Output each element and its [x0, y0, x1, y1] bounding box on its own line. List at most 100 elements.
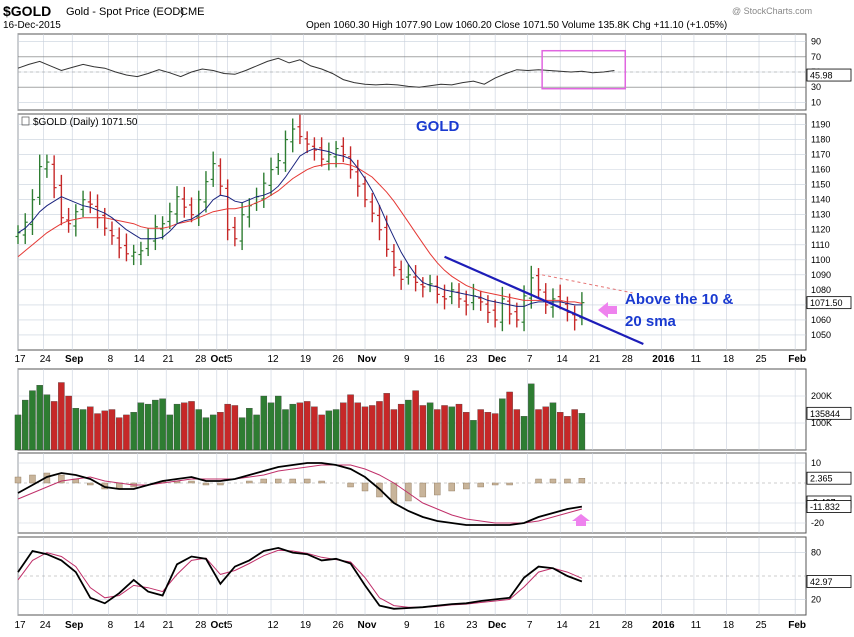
- volume-bar: [296, 402, 304, 451]
- x-tick-label-bottom: 2016: [652, 620, 675, 631]
- volume-bar: [65, 395, 72, 451]
- volume-bar: [311, 406, 318, 451]
- volume-bar: [376, 401, 383, 451]
- volume-bar: [36, 385, 43, 451]
- volume-bar: [217, 412, 224, 451]
- volume-bar: [383, 393, 390, 451]
- volume-bar: [542, 406, 549, 451]
- volume-bar: [470, 420, 477, 451]
- price-tick-label: 1120: [811, 225, 830, 235]
- volume-bar: [506, 391, 513, 451]
- x-tick-label: Sep: [65, 354, 83, 365]
- x-tick-label: 7: [527, 354, 533, 365]
- volume-bar: [520, 416, 528, 451]
- x-tick-label-bottom: 7: [527, 620, 533, 631]
- volume-bar: [22, 399, 29, 451]
- volume-bar: [571, 409, 578, 451]
- x-tick-label: 12: [267, 354, 279, 365]
- downtrend-line: [444, 255, 644, 345]
- rsi-last-value-box: [806, 68, 852, 82]
- x-tick-label: Dec: [488, 354, 507, 365]
- macd-line: [17, 462, 583, 526]
- x-tick-label-bottom: 9: [404, 620, 410, 631]
- x-tick-label: 26: [333, 354, 345, 365]
- macd-histogram-bar: [463, 482, 470, 490]
- price-tick-label: 1190: [811, 120, 830, 130]
- price-legend: $GOLD (Daily) 1071.50: [33, 117, 138, 128]
- volume-bar: [79, 409, 87, 451]
- sma-20-line: [17, 163, 583, 304]
- x-tick-label-bottom: 18: [723, 620, 735, 631]
- volume-bar: [412, 390, 419, 451]
- volume-bar: [50, 401, 58, 451]
- rsi-tick-label: 70: [811, 52, 821, 62]
- volume-bar: [166, 414, 174, 451]
- macd-histogram-bar: [491, 482, 499, 486]
- x-tick-label-bottom: 21: [589, 620, 601, 631]
- price-chart-title: GOLD: [416, 118, 459, 135]
- macd-line-value: -11.832: [810, 502, 840, 512]
- chart-date: 16-Dec-2015: [3, 20, 61, 31]
- volume-bar: [159, 398, 166, 451]
- x-tick-label: 14: [557, 354, 569, 365]
- x-tick-label: 5: [227, 354, 233, 365]
- price-tick-label: 1100: [811, 255, 830, 265]
- macd-histogram-bar: [246, 480, 253, 484]
- macd-histogram-bar: [202, 482, 210, 486]
- macd-histogram-bar: [275, 478, 282, 484]
- legend-marker: [21, 116, 30, 126]
- macd-histogram-bar: [535, 478, 542, 484]
- x-tick-label: 11: [691, 354, 702, 365]
- volume-last-value: 135844: [810, 409, 840, 419]
- volume-bar: [361, 406, 369, 451]
- stochastic-last-value: 42.97: [810, 577, 833, 587]
- x-tick-label: 18: [723, 354, 735, 365]
- exchange-label: CME: [180, 6, 205, 18]
- price-tick-label: 1180: [811, 135, 830, 145]
- volume-bar: [253, 414, 260, 451]
- macd-histogram-bar: [29, 474, 36, 484]
- volume-bar: [188, 401, 195, 451]
- macd-histogram-bar: [303, 478, 311, 484]
- x-tick-label-bottom: 21: [163, 620, 175, 631]
- stochastic-k-line: [17, 546, 583, 610]
- volume-bar: [564, 416, 571, 451]
- x-tick-label: 23: [466, 354, 478, 365]
- price-tick-label: 1140: [811, 195, 830, 205]
- volume-bar: [202, 417, 210, 451]
- price-panel: [17, 113, 807, 351]
- macd-signal-line: [17, 464, 583, 524]
- x-tick-label-bottom: Nov: [358, 620, 377, 631]
- volume-bar: [108, 409, 116, 451]
- macd-tick-label: -20: [811, 518, 824, 528]
- volume-bar: [115, 417, 123, 451]
- x-tick-label-bottom: Dec: [488, 620, 507, 631]
- volume-bar: [173, 403, 181, 451]
- price-tick-label: 1050: [811, 330, 831, 340]
- x-tick-label: 19: [300, 354, 312, 365]
- volume-bar: [491, 413, 499, 451]
- rsi-tick-label: 90: [811, 37, 821, 47]
- macd-arrow-icon: [572, 514, 590, 526]
- x-tick-label-bottom: 23: [466, 620, 478, 631]
- volume-bar: [499, 398, 506, 451]
- price-tick-label: 1150: [811, 180, 830, 190]
- x-tick-label: Nov: [358, 354, 377, 365]
- volume-bar: [325, 410, 333, 451]
- volume-bar: [354, 402, 362, 451]
- macd-histogram-bar: [188, 480, 195, 484]
- volume-bar: [58, 382, 65, 451]
- volume-bar: [152, 399, 159, 451]
- volume-bar: [130, 412, 137, 451]
- x-tick-label-bottom: Oct: [210, 620, 227, 631]
- x-tick-label-bottom: 16: [434, 620, 446, 631]
- volume-bar: [260, 395, 268, 451]
- volume-bar: [462, 412, 470, 451]
- volume-bar: [397, 403, 405, 451]
- price-tick-label: 1160: [811, 165, 830, 175]
- macd-histogram-bar: [58, 474, 65, 484]
- stochastic-panel: [17, 536, 807, 616]
- macd-histogram-bar: [347, 482, 354, 488]
- volume-bar: [231, 405, 239, 451]
- macd-line-value-box: [806, 500, 852, 514]
